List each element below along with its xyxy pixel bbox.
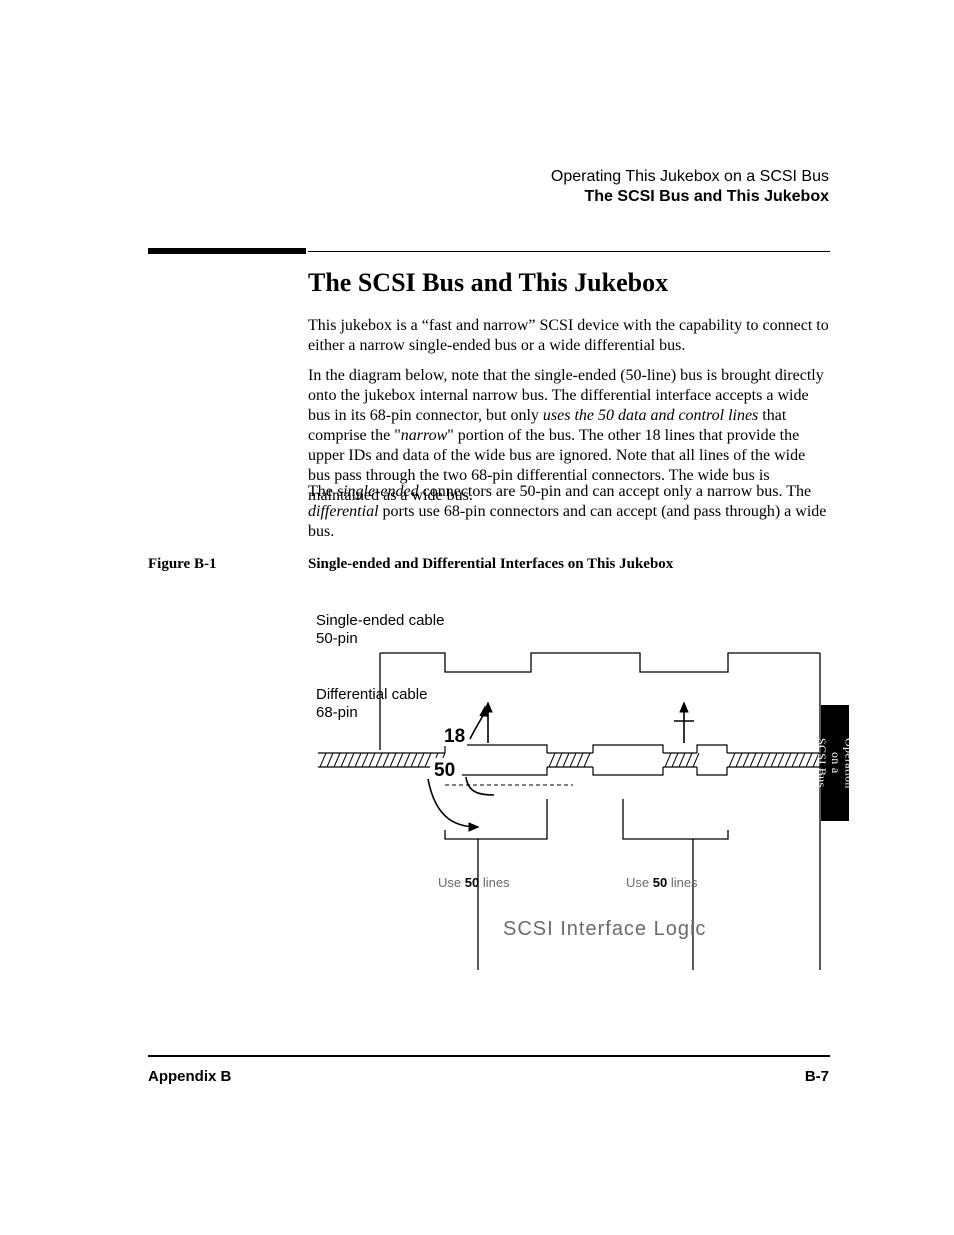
footer-rule bbox=[148, 1055, 830, 1057]
differential-rail bbox=[318, 745, 830, 775]
figure-caption: Single-ended and Differential Interfaces… bbox=[308, 556, 673, 573]
footer-page-number: B-7 bbox=[805, 1068, 829, 1085]
p3-text: The bbox=[308, 483, 337, 500]
p3-em1: single-ended bbox=[337, 483, 419, 500]
svg-text:18: 18 bbox=[444, 726, 465, 747]
p3-text: connectors are 50-pin and can accept onl… bbox=[419, 483, 811, 500]
section-rule-thick bbox=[148, 248, 306, 254]
p3-text: ports use 68-pin connectors and can acce… bbox=[308, 503, 826, 540]
thumb-tab-line1: Operation on a bbox=[829, 738, 857, 789]
label-50-pin: 50-pin bbox=[316, 630, 358, 647]
label-68-pin: 68-pin bbox=[316, 704, 358, 721]
use-50-right: Use 50 lines bbox=[626, 875, 698, 890]
header-section: The SCSI Bus and This Jukebox bbox=[551, 188, 829, 206]
svg-text:50: 50 bbox=[434, 760, 455, 781]
section-heading: The SCSI Bus and This Jukebox bbox=[308, 268, 668, 298]
header-chapter: Operating This Jukebox on a SCSI Bus bbox=[551, 168, 829, 186]
thumb-tab: Operation on a SCSI Bus bbox=[821, 705, 849, 821]
running-header: Operating This Jukebox on a SCSI Bus The… bbox=[551, 168, 829, 206]
thumb-tab-line2: SCSI Bus bbox=[815, 738, 829, 787]
page: Operating This Jukebox on a SCSI Bus The… bbox=[0, 0, 954, 1235]
use-50-left: Use 50 lines bbox=[438, 875, 510, 890]
scsi-interface-logic-label: SCSI Interface Logic bbox=[503, 918, 706, 940]
footer-appendix: Appendix B bbox=[148, 1068, 231, 1085]
p3-em2: differential bbox=[308, 503, 379, 520]
paragraph-3: The single-ended connectors are 50-pin a… bbox=[308, 482, 830, 542]
scsi-interface-diagram: Single-ended cable 50-pin Differential c… bbox=[308, 595, 830, 975]
p2-em1: uses the 50 data and control lines bbox=[543, 407, 758, 424]
label-single-ended-cable: Single-ended cable bbox=[316, 612, 444, 629]
figure-number: Figure B-1 bbox=[148, 556, 216, 573]
paragraph-1: This jukebox is a “fast and narrow” SCSI… bbox=[308, 316, 830, 356]
label-differential-cable: Differential cable bbox=[316, 686, 427, 703]
section-rule-thin bbox=[308, 251, 830, 252]
p2-em2: narrow bbox=[401, 427, 448, 444]
arrows bbox=[428, 703, 694, 827]
